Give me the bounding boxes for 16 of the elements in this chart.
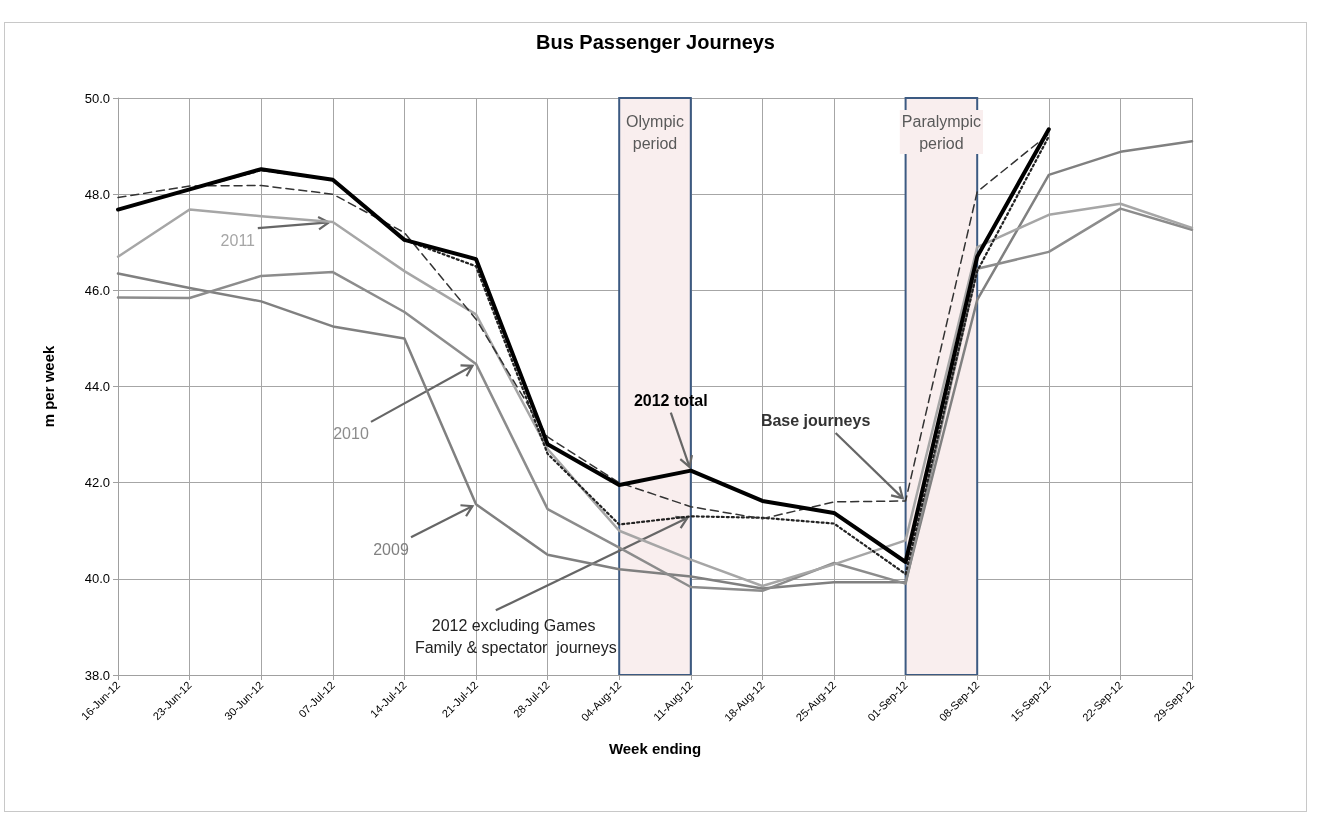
series-label: 2011 <box>220 231 256 249</box>
y-tick-label: 42.0 <box>84 475 110 491</box>
y-tick-label: 46.0 <box>84 282 110 298</box>
y-tick-label: 38.0 <box>84 667 110 683</box>
chart-title: Bus Passenger Journeys <box>536 31 775 53</box>
text: 2012 excluding Games Family & spectator journeys <box>414 616 617 656</box>
band-label: Olympic period <box>626 112 684 152</box>
y-tick-label: 48.0 <box>84 186 110 202</box>
band-label: Paralympic period <box>901 112 981 152</box>
text: 2010 <box>333 425 369 443</box>
y-tick-label: 44.0 <box>84 379 110 394</box>
y-axis-title: m per week <box>40 344 57 428</box>
y-tick-label: 50.0 <box>84 90 110 106</box>
x-axis-title: Week ending <box>608 740 702 757</box>
y-tick-label: 40.0 <box>84 571 110 587</box>
text: Base journeys <box>760 412 871 430</box>
